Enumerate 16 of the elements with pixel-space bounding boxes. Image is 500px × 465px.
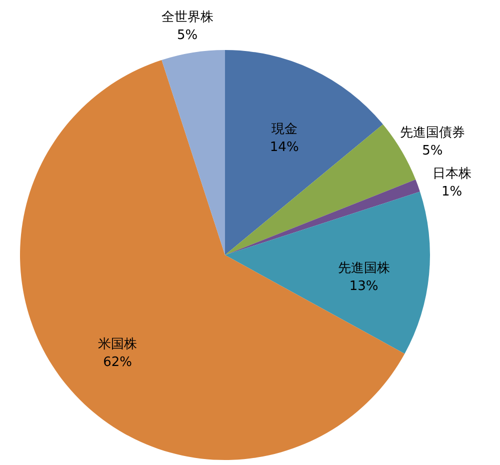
- data-label: 14%: [270, 140, 299, 155]
- pie-slice: [162, 50, 225, 255]
- slice-label: 先進国債券: [400, 125, 465, 140]
- slice-label: 日本株: [432, 166, 472, 182]
- pie-slice: [225, 50, 383, 255]
- slice-label: 先進国株: [338, 261, 390, 276]
- pie-slice: [225, 192, 430, 354]
- slice-label: 現金: [271, 122, 298, 137]
- data-label: 1%: [441, 184, 462, 200]
- slice-label: 米国株: [98, 336, 138, 352]
- data-label: 62%: [103, 354, 132, 370]
- slice-label: 全世界株: [161, 10, 214, 25]
- pie-slice: [225, 180, 420, 255]
- data-label: 13%: [349, 279, 378, 294]
- data-label: 5%: [176, 28, 198, 43]
- data-label: 5%: [422, 143, 443, 158]
